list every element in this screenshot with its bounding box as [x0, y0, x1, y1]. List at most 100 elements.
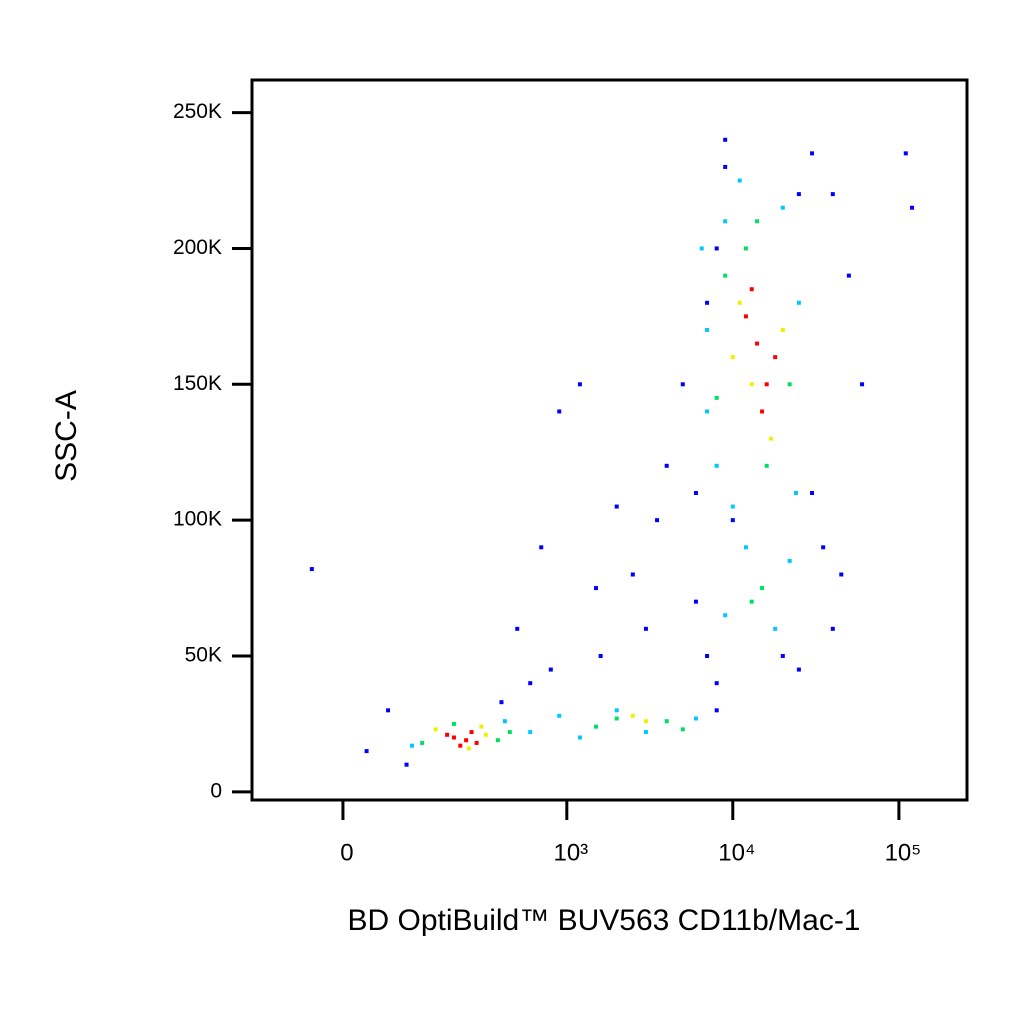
point: [723, 219, 728, 224]
point: [714, 395, 719, 400]
point: [793, 490, 798, 495]
point: [749, 599, 754, 604]
point: [714, 708, 719, 713]
point: [643, 719, 648, 724]
y-tick-label: 250K: [173, 100, 222, 123]
point: [749, 382, 754, 387]
point: [643, 626, 648, 631]
x-axis-label: BD OptiBuild™ BUV563 CD11b/Mac-1: [348, 904, 861, 937]
point: [723, 613, 728, 618]
y-tick-label: 150K: [173, 372, 222, 395]
point: [630, 713, 635, 718]
point: [499, 700, 504, 705]
point: [769, 436, 774, 441]
point: [693, 716, 698, 721]
point: [458, 743, 463, 748]
point: [507, 730, 512, 735]
point: [515, 626, 520, 631]
point: [577, 735, 582, 740]
point: [839, 572, 844, 577]
point: [743, 314, 748, 319]
point: [760, 586, 765, 591]
point: [643, 730, 648, 735]
point: [755, 219, 760, 224]
y-tick-label: 50K: [185, 644, 222, 667]
point: [730, 355, 735, 360]
point: [539, 545, 544, 550]
x-tick-label: 10⁵: [885, 839, 922, 866]
plot-frame: [250, 78, 969, 802]
point: [705, 409, 710, 414]
point: [737, 178, 742, 183]
point: [699, 246, 704, 251]
point: [773, 626, 778, 631]
point: [764, 382, 769, 387]
point: [451, 721, 456, 726]
point: [557, 409, 562, 414]
point: [483, 732, 488, 737]
point: [664, 463, 669, 468]
point: [548, 667, 553, 672]
point: [780, 327, 785, 332]
point: [693, 599, 698, 604]
point: [680, 382, 685, 387]
point: [780, 654, 785, 658]
point: [593, 724, 598, 729]
point: [614, 716, 619, 721]
point: [796, 667, 801, 672]
y-tick-label: 200K: [173, 236, 222, 259]
point: [903, 151, 908, 156]
point: [598, 654, 603, 658]
point: [466, 746, 471, 751]
point: [474, 740, 479, 745]
x-tick-label: 0: [340, 839, 353, 866]
point: [821, 545, 826, 550]
point: [386, 708, 391, 713]
point: [451, 735, 456, 740]
point: [796, 300, 801, 305]
point: [743, 246, 748, 251]
point: [723, 137, 728, 142]
point: [723, 273, 728, 278]
point: [723, 164, 728, 169]
x-tick-label: 10³: [553, 839, 588, 866]
point: [737, 300, 742, 305]
point: [830, 626, 835, 631]
point: [760, 409, 765, 414]
point: [810, 151, 815, 156]
y-tick-label: 100K: [173, 508, 222, 531]
point: [787, 558, 792, 563]
point: [730, 518, 735, 523]
point: [764, 463, 769, 468]
point: [433, 727, 438, 732]
point: [614, 504, 619, 509]
point: [577, 382, 582, 387]
point: [420, 740, 425, 745]
point: [705, 654, 710, 658]
point: [364, 749, 369, 754]
point: [557, 713, 562, 718]
x-tick-label: 10⁴: [718, 839, 755, 866]
point: [860, 382, 865, 387]
point: [469, 730, 474, 735]
y-tick-label: 0: [210, 779, 222, 802]
point: [655, 518, 660, 523]
point: [705, 300, 710, 305]
point: [309, 567, 314, 572]
point: [830, 192, 835, 197]
point: [614, 708, 619, 713]
point: [404, 762, 409, 767]
point: [787, 382, 792, 387]
point: [479, 724, 484, 729]
point: [528, 681, 533, 686]
point: [796, 192, 801, 197]
point: [714, 681, 719, 686]
point: [495, 738, 500, 743]
point: [464, 738, 469, 743]
point: [680, 727, 685, 732]
point: [743, 545, 748, 550]
point: [846, 273, 851, 278]
point: [755, 341, 760, 346]
